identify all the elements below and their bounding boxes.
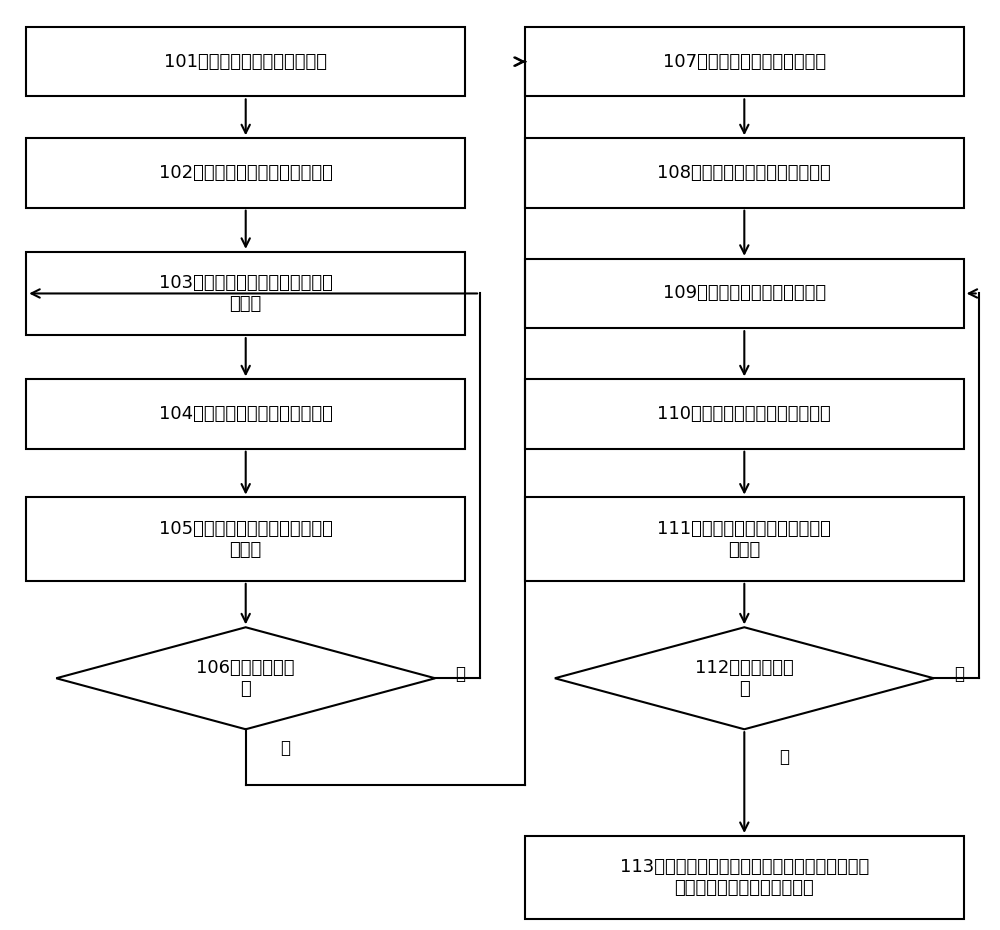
Text: 106，是否测试完
成: 106，是否测试完 成 xyxy=(196,658,295,698)
Text: 102，测试人员将终端放入屏蔽筱: 102，测试人员将终端放入屏蔽筱 xyxy=(159,164,333,182)
FancyBboxPatch shape xyxy=(26,27,465,97)
FancyBboxPatch shape xyxy=(525,379,964,449)
Text: 108，测试人员将终端放入屏蔽筱: 108，测试人员将终端放入屏蔽筱 xyxy=(657,164,831,182)
Text: 104，终端与综测仪建立信令连接: 104，终端与综测仪建立信令连接 xyxy=(159,405,333,423)
FancyBboxPatch shape xyxy=(525,139,964,207)
Text: 否: 否 xyxy=(455,665,465,683)
Text: 105，终端获取第一信号接收强度
并记录: 105，终端获取第一信号接收强度 并记录 xyxy=(159,520,333,559)
Text: 107，测试人员手动关闭干扰源: 107，测试人员手动关闭干扰源 xyxy=(663,53,826,71)
Polygon shape xyxy=(555,627,934,729)
Text: 103，测试人员通过电脑手动配置
综测仪: 103，测试人员通过电脑手动配置 综测仪 xyxy=(159,274,333,312)
FancyBboxPatch shape xyxy=(26,252,465,335)
Text: 101，测试人员手动打开干扰源: 101，测试人员手动打开干扰源 xyxy=(164,53,327,71)
Text: 111，终端获取第二信号接收强度
并记录: 111，终端获取第二信号接收强度 并记录 xyxy=(657,520,831,559)
FancyBboxPatch shape xyxy=(525,27,964,97)
FancyBboxPatch shape xyxy=(525,498,964,581)
Text: 110，终端与综测仪建立信令连接: 110，终端与综测仪建立信令连接 xyxy=(657,405,831,423)
Text: 否: 否 xyxy=(954,665,964,683)
FancyBboxPatch shape xyxy=(525,836,964,920)
Text: 是: 是 xyxy=(779,748,789,766)
Polygon shape xyxy=(56,627,435,729)
FancyBboxPatch shape xyxy=(26,498,465,581)
Text: 109，测试人员手动配置综测仪: 109，测试人员手动配置综测仪 xyxy=(663,285,826,302)
Text: 113，根据第一信号接收强度和第二信号接收强度
，确定干扰源对应的干扰强度: 113，根据第一信号接收强度和第二信号接收强度 ，确定干扰源对应的干扰强度 xyxy=(620,858,869,897)
FancyBboxPatch shape xyxy=(26,139,465,207)
FancyBboxPatch shape xyxy=(26,379,465,449)
Text: 是: 是 xyxy=(281,738,291,757)
FancyBboxPatch shape xyxy=(525,259,964,328)
Text: 112，是否测试完
成: 112，是否测试完 成 xyxy=(695,658,794,698)
